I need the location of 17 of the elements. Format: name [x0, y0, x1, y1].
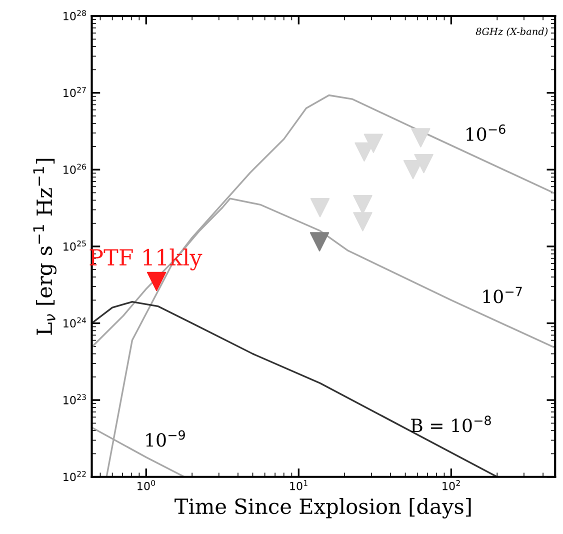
y-tick-label: 10$^{23}$	[64, 394, 86, 404]
y-tick-label: 10$^{25}$	[64, 240, 86, 251]
series-label: 10$^{−9}$	[146, 430, 185, 447]
series-label: 10$^{−6}$	[466, 124, 506, 141]
y-tick-label: 10$^{27}$	[64, 86, 86, 98]
y-tick-label: 10$^{22}$	[64, 470, 86, 482]
series-label: 10$^{−7}$	[483, 286, 522, 304]
x-tick-label: 10$^{0}$	[138, 480, 156, 490]
x-axis-title: Time Since Explosion [days]	[174, 498, 471, 518]
annotation: 8GHz (X-band)	[476, 28, 548, 36]
y-tick-label: 10$^{26}$	[64, 164, 86, 174]
series-label: B = 10$^{−8}$	[411, 416, 491, 432]
x-tick-label: 10$^{2}$	[442, 480, 460, 490]
y-tick-label: 10$^{24}$	[64, 317, 86, 328]
y-tick-label: 10$^{28}$	[64, 10, 86, 20]
y-axis-title: L$_{ν}$ [erg s$^{−1}$ Hz$^{−1}$]	[33, 158, 56, 335]
x-tick-label: 10$^{1}$	[290, 480, 308, 490]
